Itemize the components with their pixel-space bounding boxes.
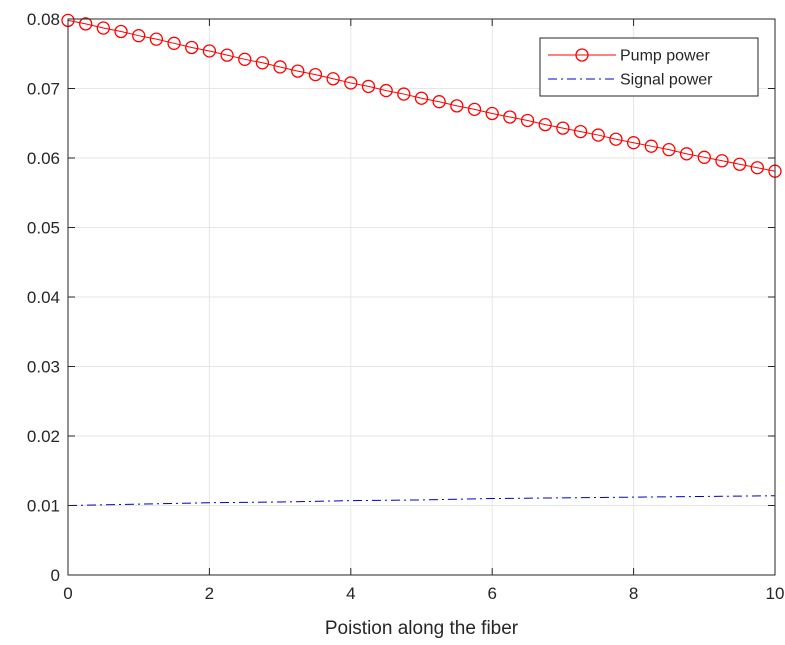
y-tick-label: 0.01 [27, 497, 60, 516]
x-axis-label: Poistion along the fiber [325, 618, 519, 639]
data-point [379, 83, 393, 98]
data-point [397, 87, 411, 101]
legend-box [539, 37, 759, 97]
y-tick-label: 0.02 [27, 427, 60, 446]
y-tick-label: 0.06 [27, 149, 60, 168]
data-point [273, 60, 287, 74]
plot-area [61, 13, 782, 506]
y-tick-label: 0.03 [27, 358, 60, 377]
data-point [308, 67, 323, 82]
data-point [414, 91, 429, 105]
data-point [573, 124, 588, 139]
grid [68, 19, 775, 575]
legend-item: Pump power [548, 48, 710, 65]
data-point [662, 143, 676, 157]
x-tick-label: 2 [205, 584, 214, 603]
x-tick-label: 4 [346, 584, 355, 603]
data-point [220, 48, 234, 62]
data-point [132, 29, 146, 43]
data-point [450, 99, 464, 113]
series-pump-power [61, 13, 782, 178]
y-tick-label: 0.05 [27, 219, 60, 238]
data-point [255, 56, 270, 70]
data-point [750, 161, 764, 175]
data-point [538, 117, 552, 132]
data-point [626, 136, 641, 150]
data-point [361, 79, 376, 94]
x-tick-label: 6 [487, 584, 496, 603]
x-tick-label: 8 [629, 584, 638, 603]
data-point [644, 139, 658, 153]
data-point [326, 72, 340, 86]
data-point [715, 154, 729, 168]
legend: Pump power Signal power [539, 37, 759, 97]
data-point [591, 128, 605, 142]
series-signal-power [67, 495, 776, 506]
data-point [485, 106, 499, 121]
data-point [114, 24, 128, 39]
x-tick-label: 0 [63, 584, 72, 603]
data-point [432, 95, 446, 109]
data-point [79, 17, 93, 31]
data-point [679, 147, 694, 161]
data-point [467, 102, 482, 116]
series-line [67, 495, 776, 506]
y-tick-label: 0.04 [27, 288, 60, 307]
y-tick-label: 0.07 [27, 80, 60, 99]
data-point [520, 113, 535, 128]
x-tick-label: 10 [766, 584, 785, 603]
data-point [291, 64, 305, 78]
data-point [167, 36, 181, 50]
data-point [202, 44, 217, 58]
data-point [697, 150, 711, 164]
data-point [96, 21, 110, 35]
legend-label: Signal power [620, 72, 713, 89]
y-tick-label: 0 [51, 566, 60, 585]
data-point [149, 32, 164, 46]
data-point [185, 40, 199, 55]
data-point [609, 132, 623, 146]
axis-ticks: 0 2 4 6 8 10 0 0.01 0.02 0.03 0.04 0.05 0.06 0.07 0.08 [27, 10, 785, 603]
data-point [238, 52, 252, 66]
data-point [344, 76, 358, 90]
y-tick-label: 0.08 [27, 10, 60, 29]
data-point [503, 110, 517, 124]
legend-marker [575, 48, 589, 62]
data-point [733, 157, 747, 171]
legend-item: Signal power [548, 72, 713, 89]
data-point [556, 121, 570, 135]
legend-label: Pump power [620, 48, 710, 65]
